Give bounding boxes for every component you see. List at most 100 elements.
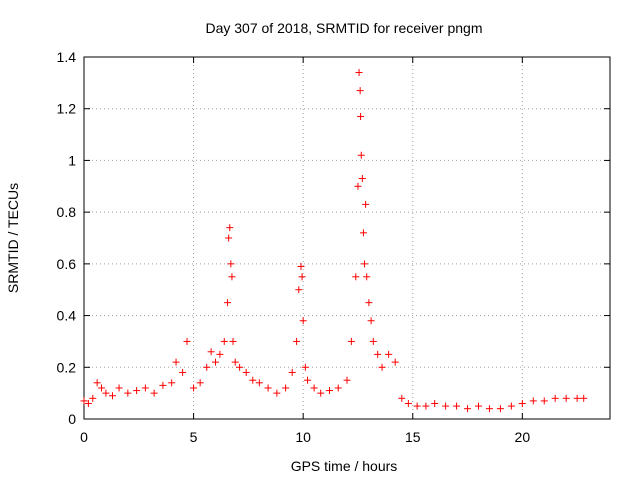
data-point <box>507 402 515 410</box>
data-point <box>475 402 482 410</box>
data-point <box>354 182 362 190</box>
data-point <box>355 69 363 77</box>
data-point <box>325 387 333 395</box>
data-point <box>359 229 367 237</box>
y-tick-label: 0.2 <box>57 359 77 375</box>
y-tick-label: 0.8 <box>57 204 77 220</box>
data-point <box>242 368 250 376</box>
data-point <box>225 234 233 242</box>
x-tick-label: 20 <box>515 429 531 445</box>
data-point <box>297 262 305 270</box>
x-tick-label: 0 <box>80 429 88 445</box>
y-tick-label: 0.6 <box>57 256 77 272</box>
data-point <box>352 273 360 281</box>
data-point <box>301 363 309 371</box>
x-axis-label: GPS time / hours <box>291 458 398 474</box>
data-point <box>133 387 141 395</box>
data-point <box>496 405 504 413</box>
data-point <box>207 348 215 356</box>
data-point <box>288 368 296 376</box>
data-point <box>89 394 97 402</box>
data-point <box>93 379 101 387</box>
data-point <box>369 337 377 345</box>
data-point <box>226 224 234 232</box>
data-point <box>282 384 290 392</box>
data-point <box>231 358 239 366</box>
data-point <box>367 317 375 325</box>
data-point <box>551 394 559 402</box>
data-point <box>264 384 272 392</box>
data-point <box>573 394 581 402</box>
data-point <box>224 299 232 307</box>
grid-lines <box>84 57 610 419</box>
data-point <box>298 273 306 281</box>
data-point <box>580 394 588 402</box>
data-point <box>356 87 364 95</box>
data-point <box>84 399 92 407</box>
plot-frame <box>83 56 611 420</box>
data-point <box>216 350 224 358</box>
data-point <box>102 389 110 397</box>
data-point <box>150 389 158 397</box>
data-point <box>255 379 263 387</box>
x-tick-label: 15 <box>405 429 421 445</box>
data-point <box>98 384 106 392</box>
x-tick-label: 5 <box>190 429 198 445</box>
data-point <box>190 384 198 392</box>
data-point <box>183 337 191 345</box>
data-point <box>540 397 548 405</box>
data-point <box>227 260 235 268</box>
y-axis: 0 0.2 0.4 0.6 0.8 1 1.2 1.4 <box>57 49 610 427</box>
data-point <box>422 402 430 410</box>
data-point <box>115 384 123 392</box>
y-tick-label: 1 <box>68 152 76 168</box>
data-point <box>361 260 369 268</box>
data-point <box>485 405 493 413</box>
data-point <box>398 394 406 402</box>
data-point <box>518 399 526 407</box>
data-point <box>529 397 537 405</box>
data-point <box>141 384 149 392</box>
data-point <box>159 381 167 389</box>
data-point <box>273 389 281 397</box>
y-tick-label: 1.4 <box>57 49 77 65</box>
data-point <box>363 273 371 281</box>
data-point <box>442 402 450 410</box>
data-point <box>413 402 421 410</box>
data-point <box>357 112 365 120</box>
data-point <box>343 376 351 384</box>
data-point <box>228 273 236 281</box>
data-point <box>347 337 355 345</box>
data-point <box>179 368 187 376</box>
x-axis: 0 5 10 15 20 <box>80 57 530 445</box>
data-point <box>362 200 370 208</box>
data-point <box>385 350 393 358</box>
data-point <box>220 337 228 345</box>
data-point <box>299 317 307 325</box>
data-point <box>229 337 237 345</box>
data-point <box>404 399 412 407</box>
data-point <box>357 151 365 159</box>
data-point <box>168 379 176 387</box>
data-point <box>562 394 570 402</box>
data-point <box>172 358 180 366</box>
data-point <box>358 175 366 183</box>
data-point <box>212 358 219 366</box>
data-point <box>304 376 312 384</box>
data-point <box>365 299 373 307</box>
data-point <box>295 286 303 294</box>
data-point <box>293 337 301 345</box>
data-point <box>334 384 342 392</box>
data-point <box>453 402 461 410</box>
data-point <box>310 384 318 392</box>
data-point <box>196 379 204 387</box>
data-point <box>317 389 325 397</box>
chart-title: Day 307 of 2018, SRMTID for receiver png… <box>205 20 482 36</box>
y-tick-label: 0 <box>68 411 76 427</box>
data-point <box>249 376 257 384</box>
data-point <box>124 389 132 397</box>
y-tick-label: 1.2 <box>57 101 77 117</box>
data-point <box>80 397 88 405</box>
data-point <box>236 363 244 371</box>
